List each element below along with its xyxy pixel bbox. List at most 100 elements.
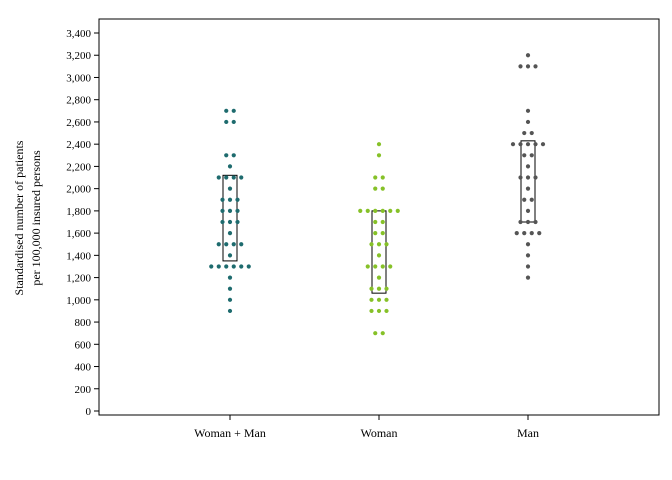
y-tick-label: 1,200	[66, 273, 91, 285]
data-point	[369, 286, 374, 291]
data-point	[227, 286, 233, 291]
data-point	[216, 242, 221, 247]
y-tick-label: 1,000	[66, 295, 91, 307]
data-point	[376, 242, 382, 247]
data-point	[380, 175, 385, 180]
data-point	[522, 130, 527, 136]
data-point	[388, 208, 393, 213]
data-point	[369, 308, 374, 314]
y-tick-label: 400	[75, 362, 92, 374]
data-point	[239, 175, 244, 180]
data-point	[384, 286, 389, 291]
data-point	[380, 231, 385, 236]
data-point	[529, 130, 534, 136]
data-point	[231, 264, 236, 269]
data-point	[529, 153, 534, 158]
data-point	[376, 253, 382, 258]
data-point	[369, 297, 374, 302]
data-point	[220, 197, 225, 202]
x-category-label: Woman + Man	[194, 426, 266, 440]
data-point	[365, 208, 370, 213]
data-point	[235, 197, 240, 202]
data-point	[376, 142, 382, 147]
data-point	[525, 64, 531, 69]
data-point	[380, 208, 385, 213]
data-point	[227, 308, 233, 314]
y-axis-title-line2: per 100,000 insured persons	[29, 150, 43, 286]
data-point	[239, 242, 244, 247]
data-point	[224, 119, 229, 125]
data-point	[540, 142, 546, 147]
data-point	[522, 197, 527, 202]
y-tick-label: 1,800	[66, 206, 91, 218]
data-point	[525, 142, 531, 147]
data-point	[525, 242, 531, 247]
data-point	[227, 275, 233, 280]
data-points	[209, 53, 546, 336]
data-point	[529, 231, 534, 236]
data-point	[376, 275, 382, 280]
data-point	[533, 64, 538, 69]
data-point	[231, 119, 236, 125]
y-tick-label: 800	[75, 317, 92, 329]
y-tick-label: 2,400	[66, 139, 91, 151]
data-point	[358, 208, 363, 213]
data-point	[231, 108, 236, 113]
data-point	[525, 119, 531, 125]
data-point	[224, 242, 229, 247]
data-point	[537, 231, 542, 236]
y-tick-label: 0	[86, 406, 92, 418]
data-point	[525, 208, 531, 213]
data-point	[227, 231, 233, 236]
data-point	[525, 53, 531, 58]
data-point	[239, 264, 244, 269]
data-point	[227, 253, 233, 258]
y-tick-label: 1,600	[66, 228, 91, 240]
plot-frame	[98, 18, 660, 416]
y-tick-label: 2,000	[66, 184, 91, 196]
data-point	[514, 231, 519, 236]
iqr-box	[371, 210, 387, 294]
data-point	[373, 264, 378, 269]
data-point	[373, 186, 378, 191]
data-point	[525, 219, 531, 225]
data-point	[216, 175, 221, 180]
data-point	[525, 186, 531, 191]
data-point	[525, 253, 531, 258]
data-point	[525, 264, 531, 269]
data-point	[216, 264, 221, 269]
y-tick-label: 3,200	[66, 50, 91, 62]
data-point	[227, 297, 233, 302]
data-point	[235, 208, 240, 213]
y-tick-label: 3,000	[66, 72, 91, 84]
data-point	[384, 308, 389, 314]
data-point	[231, 153, 236, 158]
data-point	[235, 219, 240, 225]
iqr-boxes	[222, 140, 536, 294]
data-point	[388, 264, 393, 269]
data-point	[224, 153, 229, 158]
y-tick-label: 3,400	[66, 28, 91, 40]
data-point	[373, 219, 378, 225]
data-point	[224, 175, 229, 180]
data-point	[518, 175, 523, 180]
data-point	[227, 186, 233, 191]
y-axis-title-line1: Standardised number of patients	[12, 140, 26, 295]
data-point	[373, 208, 378, 213]
data-point	[231, 242, 236, 247]
data-point	[365, 264, 370, 269]
data-point	[376, 297, 382, 302]
data-point	[246, 264, 251, 269]
x-axis: Woman + Man Woman Man	[194, 415, 539, 440]
data-point	[373, 331, 378, 336]
data-point	[373, 231, 378, 236]
data-point	[220, 219, 225, 225]
data-point	[376, 308, 382, 314]
data-point	[525, 175, 531, 180]
data-point	[209, 264, 214, 269]
data-point	[380, 219, 385, 225]
data-point	[518, 64, 523, 69]
data-point	[533, 219, 538, 225]
data-point	[227, 197, 233, 202]
